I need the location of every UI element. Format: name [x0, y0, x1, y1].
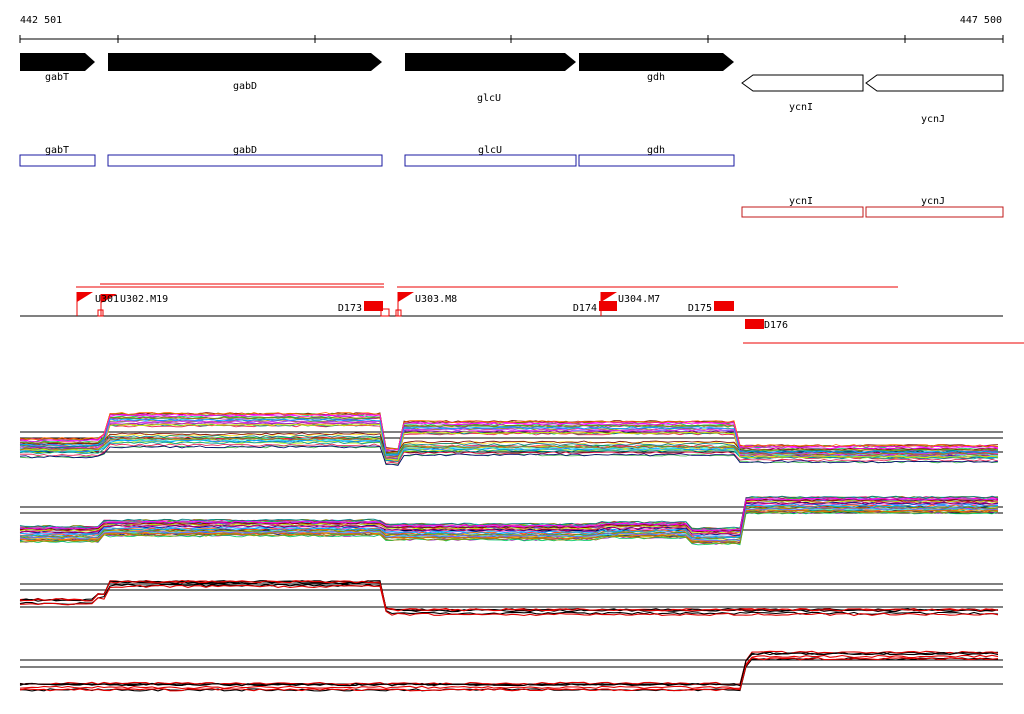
expression-trace [19, 580, 999, 612]
reverse-box-ycni[interactable] [741, 206, 864, 218]
feature-track: U301 U302.M19 U303.M8 U304.M7 D173 D174 … [20, 283, 1024, 344]
terminator-d176[interactable] [745, 319, 764, 329]
expression-trace [19, 420, 999, 459]
expression-trace [19, 441, 999, 463]
ruler-start-label: 442 501 [20, 15, 62, 26]
gene-label: gdh [647, 72, 665, 83]
promoter-u302[interactable] [97, 294, 117, 317]
gene-label: ycnI [789, 102, 813, 113]
reverse-box-label: ycnI [789, 196, 813, 207]
expression-trace [19, 423, 999, 461]
expression-trace [19, 580, 999, 612]
reverse-box-ycnj[interactable] [865, 206, 1004, 218]
forward-box-glcu[interactable] [404, 154, 577, 167]
expression-trace [19, 414, 999, 452]
expression-panel-forward-multi [19, 412, 1003, 466]
expression-trace [19, 495, 999, 530]
terminator-d174[interactable] [599, 301, 617, 311]
terminator-label: D175 [688, 303, 712, 314]
expression-trace [19, 416, 999, 454]
expression-trace [19, 510, 999, 545]
expression-trace [19, 583, 999, 615]
forward-box-label: gabT [45, 145, 69, 156]
expression-trace [19, 652, 999, 687]
expression-trace [20, 443, 999, 464]
terminator-d173[interactable] [364, 301, 383, 311]
promoter-u303[interactable] [395, 292, 414, 317]
expression-trace [19, 439, 999, 461]
expression-trace [19, 434, 999, 456]
promoter-label: U302.M19 [120, 294, 168, 305]
gene-label: ycnJ [921, 114, 945, 125]
expression-trace [19, 498, 999, 533]
expression-panel-reverse-multi [19, 495, 1003, 546]
promoter-label: U303.M8 [415, 294, 457, 305]
expression-trace [19, 654, 999, 690]
terminator-d175[interactable] [714, 301, 734, 311]
expression-trace [19, 650, 999, 686]
reverse-annotation-track: ycnI ycnJ [741, 196, 1004, 218]
position-ruler: 442 501 447 500 [19, 15, 1004, 43]
expression-trace [19, 657, 999, 692]
expression-trace [19, 418, 999, 456]
promoter-label: U304.M7 [618, 294, 660, 305]
forward-annotation-track: gabT gabD glcU gdh [19, 145, 735, 167]
reverse-box-label: ycnJ [921, 196, 945, 207]
expression-trace [19, 436, 999, 458]
gene-label: gabT [45, 72, 69, 83]
promoter-label: U301 [95, 294, 119, 305]
forward-box-gabt[interactable] [19, 154, 96, 167]
expression-profiles [19, 495, 999, 546]
promoter-u301[interactable] [76, 292, 93, 316]
expression-profiles [19, 650, 999, 692]
gene-arrow-ycnj[interactable] [865, 74, 1004, 92]
terminator-label: D174 [573, 303, 597, 314]
expression-profiles [19, 412, 999, 466]
expression-trace [19, 497, 999, 532]
forward-box-gabd[interactable] [107, 154, 383, 167]
gene-track: gabT gabD glcU gdh ycnI ycnJ [20, 53, 1004, 125]
expression-trace [19, 509, 999, 543]
terminator-stem [380, 308, 390, 317]
gene-arrow-gabd[interactable] [108, 53, 382, 71]
gene-arrow-gabt[interactable] [20, 53, 95, 71]
gene-label: gabD [233, 81, 257, 92]
terminator-label: D176 [764, 320, 788, 331]
expression-panel-forward-summary [19, 580, 1003, 617]
terminator-label: D173 [338, 303, 362, 314]
expression-trace [19, 501, 999, 536]
ruler-end-label: 447 500 [960, 15, 1002, 26]
expression-trace [19, 506, 999, 541]
expression-trace [19, 580, 999, 612]
expression-trace [19, 445, 999, 466]
expression-panel-reverse-summary [19, 650, 1003, 692]
gene-arrow-glcu[interactable] [405, 53, 576, 71]
forward-box-gdh[interactable] [578, 154, 735, 167]
expression-trace [19, 507, 999, 542]
expression-trace [19, 412, 999, 450]
expression-trace [19, 504, 999, 539]
expression-profiles [19, 580, 999, 617]
expression-trace [19, 501, 999, 535]
gene-arrow-ycni[interactable] [741, 74, 864, 92]
gene-label: glcU [477, 93, 501, 104]
expression-trace [19, 437, 999, 459]
forward-box-label: gabD [233, 145, 257, 156]
gene-arrow-gdh[interactable] [579, 53, 734, 71]
expression-trace [19, 584, 999, 617]
forward-box-label: gdh [647, 145, 665, 156]
forward-box-label: glcU [478, 145, 502, 156]
expression-trace [19, 511, 999, 546]
